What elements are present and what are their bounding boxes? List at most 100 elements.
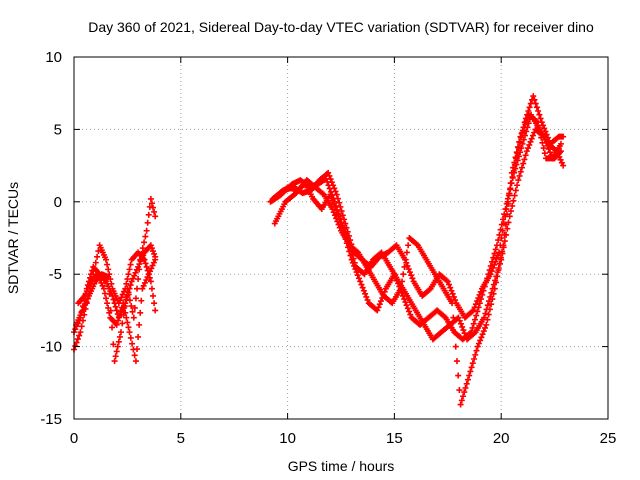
data-point	[493, 279, 500, 286]
data-point	[522, 152, 529, 159]
data-point	[523, 128, 530, 135]
data-point	[460, 327, 467, 334]
data-point	[540, 145, 547, 152]
data-point	[138, 250, 145, 257]
data-point	[539, 139, 546, 146]
data-point	[336, 224, 343, 231]
data-point	[517, 133, 524, 140]
data-point	[456, 317, 463, 324]
data-point	[516, 172, 523, 179]
data-point	[503, 211, 510, 218]
data-point	[105, 266, 112, 273]
data-point	[114, 343, 121, 350]
data-point	[131, 304, 138, 311]
data-point	[508, 169, 515, 176]
data-point	[77, 329, 84, 336]
data-point	[100, 285, 107, 292]
data-point	[123, 314, 130, 321]
data-point	[511, 159, 518, 166]
data-point	[329, 197, 336, 204]
data-point	[111, 300, 118, 307]
data-point	[406, 308, 413, 315]
y-tick-label: 5	[54, 121, 62, 138]
data-point	[334, 195, 341, 202]
data-point	[106, 309, 113, 316]
data-point	[399, 278, 406, 285]
y-tick-label: 10	[45, 49, 62, 66]
data-point	[509, 202, 516, 209]
data-point	[327, 191, 334, 198]
data-point	[135, 333, 142, 340]
data-point	[544, 142, 551, 149]
data-point	[489, 296, 496, 303]
data-point	[487, 271, 494, 278]
data-point	[129, 308, 136, 315]
data-point	[519, 127, 526, 134]
data-point	[458, 397, 465, 404]
data-point	[540, 122, 547, 129]
data-point	[496, 249, 503, 256]
axis-ticks	[73, 56, 609, 420]
data-point	[526, 104, 533, 111]
data-point	[547, 149, 554, 156]
data-point	[491, 250, 498, 257]
data-point	[148, 200, 155, 207]
data-point	[490, 254, 497, 261]
data-point	[478, 334, 485, 341]
data-point	[124, 285, 131, 292]
data-point	[110, 341, 117, 348]
data-point	[520, 160, 527, 167]
data-point	[73, 339, 80, 346]
data-point	[492, 246, 499, 253]
data-point	[115, 317, 122, 324]
data-point	[527, 138, 534, 145]
data-point	[514, 182, 521, 189]
data-point	[480, 328, 487, 335]
data-point	[112, 353, 119, 360]
data-point	[485, 311, 492, 318]
data-point	[452, 297, 459, 304]
data-point	[484, 302, 491, 309]
data-point	[474, 298, 481, 305]
data-point	[529, 132, 536, 139]
data-point	[152, 213, 159, 220]
data-point	[447, 284, 454, 291]
data-point	[148, 285, 155, 292]
data-point	[78, 323, 85, 330]
data-point	[376, 301, 383, 308]
data-point	[358, 281, 365, 288]
data-point	[136, 321, 143, 328]
data-point	[127, 261, 134, 268]
chart-title: Day 360 of 2021, Sidereal Day-to-day VTE…	[88, 19, 594, 35]
data-point	[132, 295, 139, 302]
data-point	[144, 219, 151, 226]
data-point	[500, 216, 507, 223]
data-point	[113, 307, 120, 314]
data-point	[334, 218, 341, 225]
data-point	[128, 303, 135, 310]
data-point	[404, 262, 411, 269]
data-point	[101, 290, 108, 297]
data-point	[408, 272, 415, 279]
data-point	[354, 272, 361, 279]
data-point	[127, 282, 134, 289]
data-point	[496, 231, 503, 238]
data-point	[501, 238, 508, 245]
data-point	[525, 145, 532, 152]
data-point	[542, 128, 549, 135]
x-tick-labels: 0 5 10 15 20 25	[70, 430, 617, 447]
data-point	[495, 237, 502, 244]
y-tick-label: -15	[40, 411, 62, 428]
data-point	[375, 304, 382, 311]
data-point	[139, 245, 146, 252]
data-point	[113, 348, 120, 355]
data-point	[356, 275, 363, 282]
data-point	[122, 309, 129, 316]
x-tick-label: 5	[177, 430, 185, 447]
data-point	[464, 376, 471, 383]
data-point	[512, 187, 519, 194]
data-point	[457, 401, 464, 408]
data-series	[75, 256, 159, 365]
data-point	[76, 332, 83, 339]
data-point	[117, 308, 124, 315]
